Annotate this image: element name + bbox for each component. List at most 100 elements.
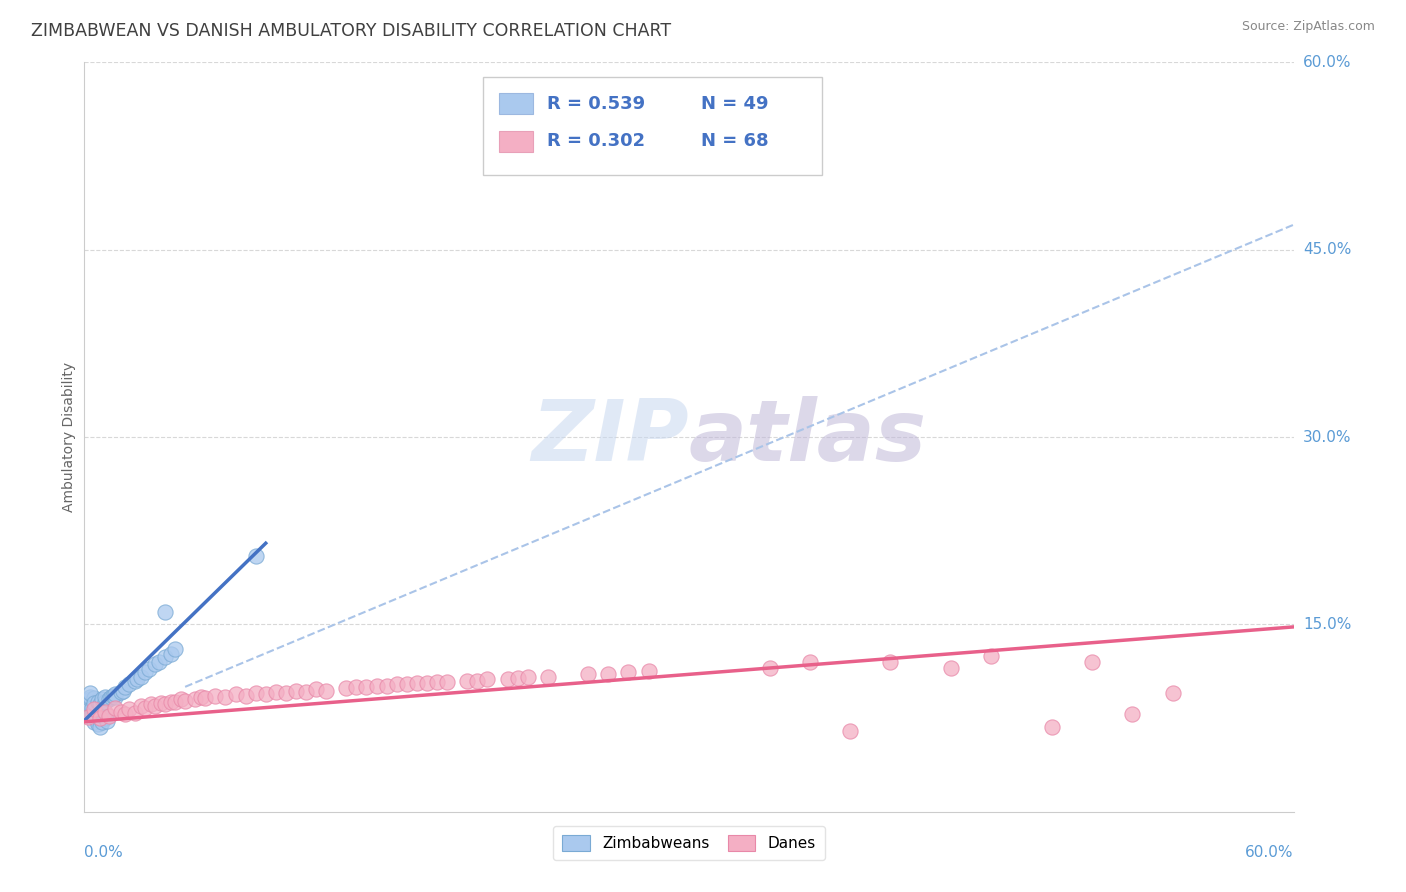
- Point: [149, 696, 172, 710]
- Point: [86, 708, 108, 723]
- Point: [114, 707, 136, 722]
- Point: [134, 665, 156, 679]
- Point: [496, 673, 519, 687]
- Text: N = 68: N = 68: [702, 132, 769, 150]
- Point: [160, 695, 183, 709]
- Point: [506, 671, 529, 685]
- Point: [1121, 707, 1143, 722]
- Point: [93, 690, 115, 704]
- Point: [467, 673, 489, 688]
- Point: [436, 674, 458, 689]
- Text: R = 0.539: R = 0.539: [547, 95, 645, 112]
- Point: [254, 687, 277, 701]
- Point: [91, 692, 114, 706]
- Point: [124, 706, 146, 720]
- Text: 0.0%: 0.0%: [84, 846, 124, 861]
- Point: [416, 676, 439, 690]
- Point: [91, 714, 114, 729]
- Point: [406, 676, 429, 690]
- Point: [170, 692, 193, 706]
- Text: 60.0%: 60.0%: [1303, 55, 1351, 70]
- Point: [274, 686, 297, 700]
- Point: [79, 686, 101, 700]
- Legend: Zimbabweans, Danes: Zimbabweans, Danes: [553, 826, 825, 860]
- Point: [165, 695, 187, 709]
- Point: [79, 692, 101, 706]
- Point: [190, 690, 212, 704]
- Point: [101, 689, 124, 703]
- Point: [89, 706, 111, 720]
- Point: [366, 679, 388, 693]
- Point: [93, 705, 115, 719]
- Point: [148, 655, 170, 669]
- Point: [89, 720, 111, 734]
- Point: [138, 662, 160, 676]
- Point: [235, 689, 257, 703]
- Text: atlas: atlas: [689, 395, 927, 479]
- Point: [82, 707, 104, 722]
- Point: [245, 686, 267, 700]
- Point: [96, 714, 118, 728]
- Point: [165, 642, 187, 657]
- Point: [305, 682, 328, 697]
- Point: [879, 655, 901, 669]
- Text: ZIMBABWEAN VS DANISH AMBULATORY DISABILITY CORRELATION CHART: ZIMBABWEAN VS DANISH AMBULATORY DISABILI…: [31, 22, 671, 40]
- Point: [456, 673, 478, 688]
- Point: [86, 702, 108, 716]
- Point: [1040, 720, 1063, 734]
- Point: [104, 690, 127, 704]
- Point: [82, 705, 104, 719]
- Point: [174, 693, 197, 707]
- Point: [598, 667, 620, 681]
- Point: [89, 711, 111, 725]
- Point: [83, 696, 105, 710]
- Y-axis label: Ambulatory Disability: Ambulatory Disability: [62, 362, 76, 512]
- Point: [426, 674, 449, 689]
- Point: [285, 683, 308, 698]
- Point: [134, 701, 156, 715]
- Text: ZIP: ZIP: [531, 395, 689, 479]
- Point: [537, 670, 560, 684]
- Point: [576, 667, 599, 681]
- Point: [315, 683, 337, 698]
- Point: [118, 677, 141, 691]
- Point: [83, 702, 105, 716]
- Point: [758, 661, 780, 675]
- Text: Source: ZipAtlas.com: Source: ZipAtlas.com: [1241, 20, 1375, 33]
- Point: [86, 698, 108, 712]
- Text: 60.0%: 60.0%: [1246, 846, 1294, 861]
- Point: [83, 695, 105, 709]
- Point: [346, 680, 368, 694]
- Point: [385, 677, 408, 691]
- Text: R = 0.302: R = 0.302: [547, 132, 645, 150]
- Point: [100, 690, 122, 704]
- Point: [83, 714, 105, 729]
- Point: [87, 695, 110, 709]
- Point: [160, 648, 183, 662]
- Point: [97, 708, 120, 723]
- Point: [83, 691, 105, 706]
- Point: [143, 698, 166, 713]
- Point: [295, 685, 318, 699]
- Point: [110, 705, 132, 719]
- Point: [104, 701, 127, 715]
- Point: [129, 670, 152, 684]
- Point: [97, 692, 120, 706]
- Point: [77, 710, 100, 724]
- Point: [194, 691, 217, 706]
- Point: [82, 701, 104, 715]
- Point: [839, 723, 862, 738]
- Point: [204, 689, 226, 703]
- Point: [87, 699, 110, 714]
- Point: [1081, 655, 1104, 669]
- Point: [939, 661, 962, 675]
- Point: [245, 549, 267, 563]
- Point: [980, 648, 1002, 663]
- Point: [110, 685, 132, 699]
- Point: [87, 717, 110, 731]
- Point: [637, 664, 659, 678]
- Point: [79, 690, 101, 704]
- Point: [214, 690, 236, 704]
- Point: [375, 679, 398, 693]
- Point: [799, 655, 821, 669]
